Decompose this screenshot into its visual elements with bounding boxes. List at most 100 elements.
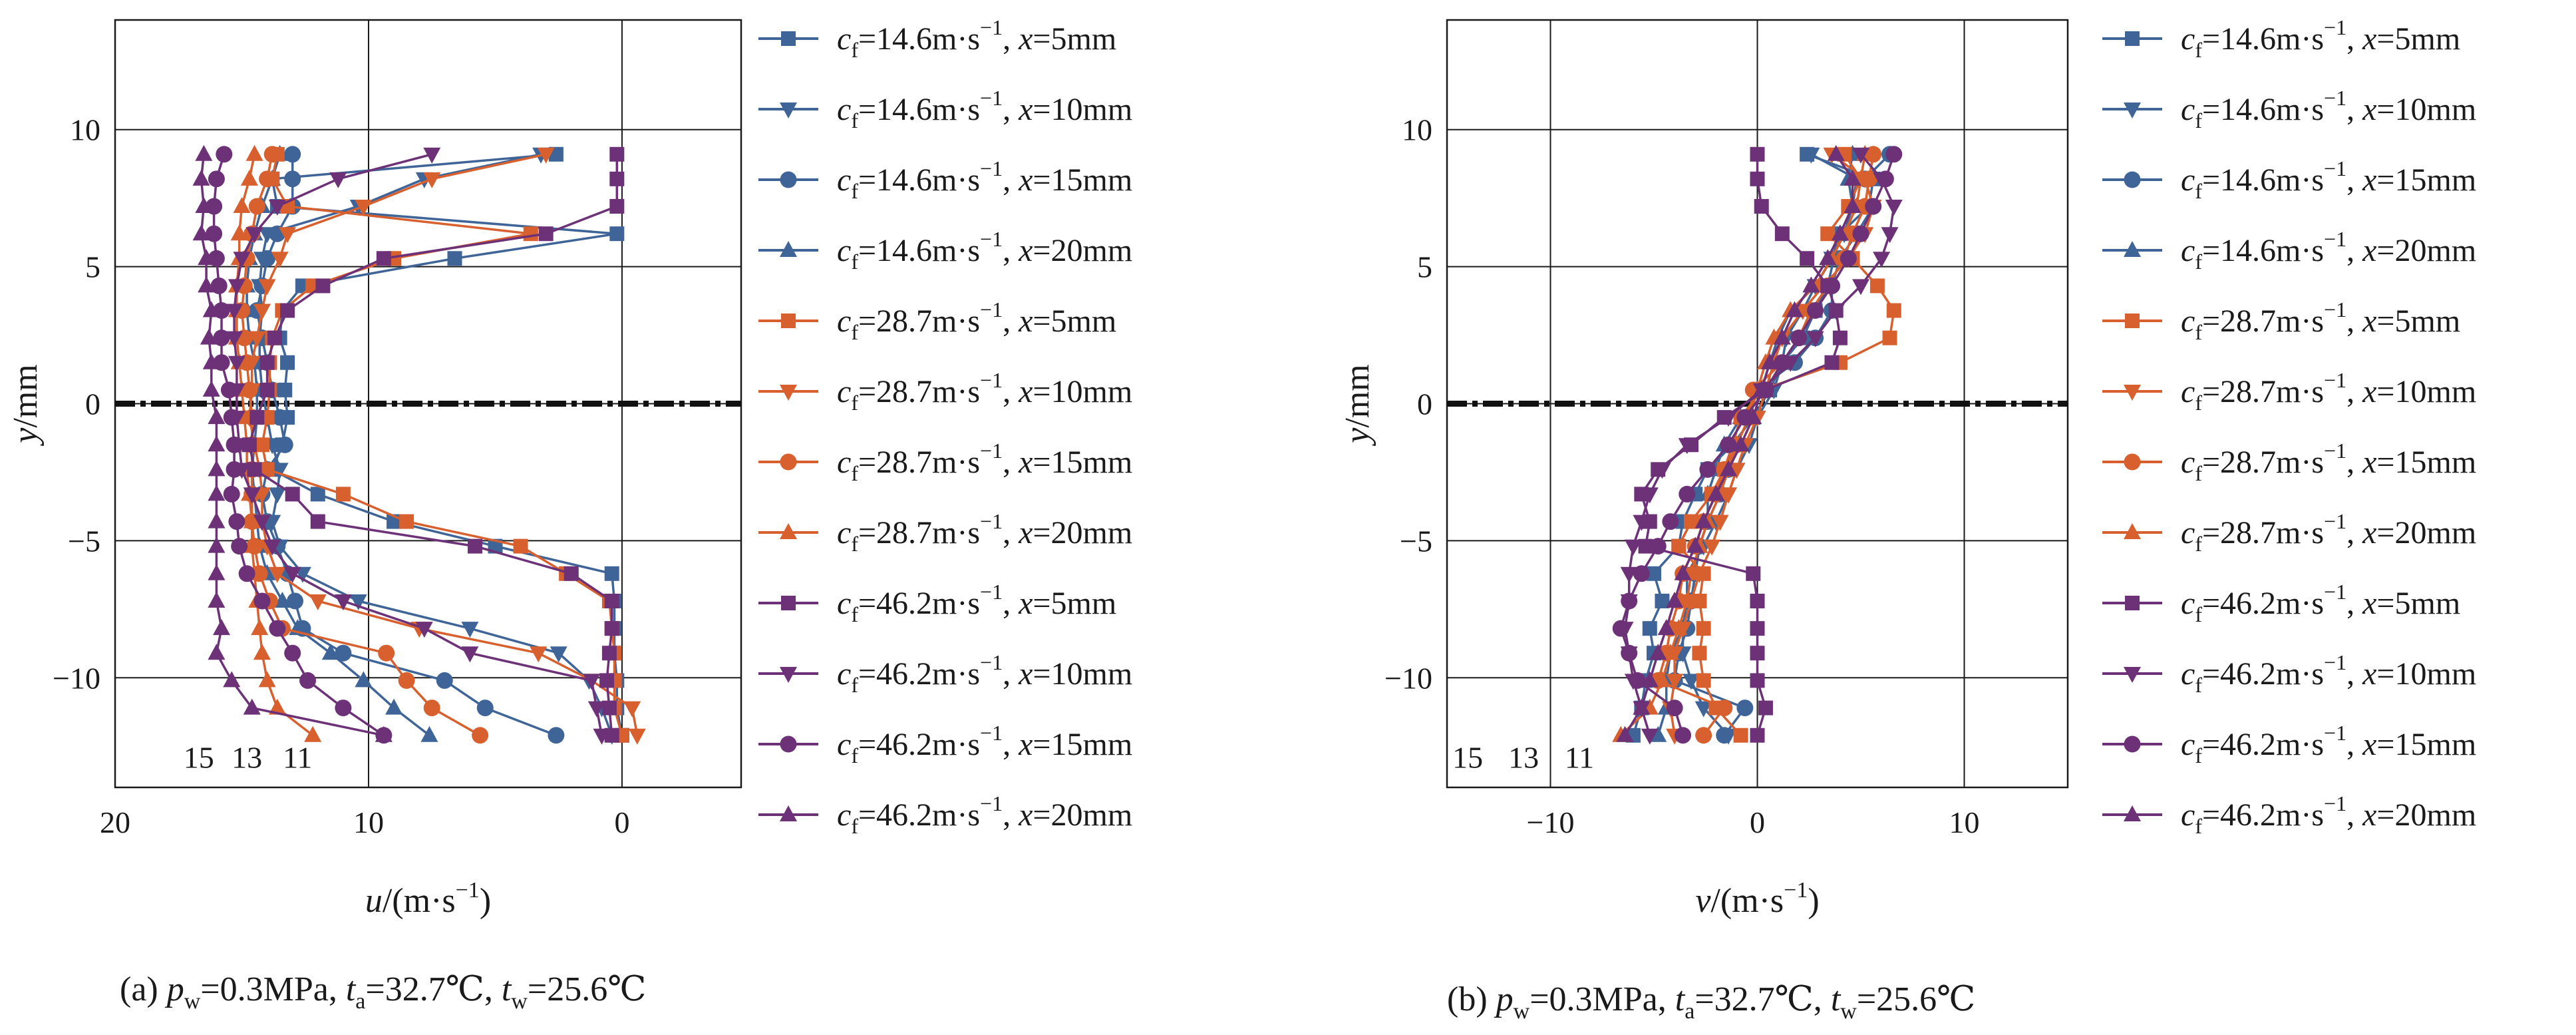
data-point bbox=[1823, 277, 1840, 294]
x-axis-label: u/(m·s−1) bbox=[365, 878, 491, 920]
legend: cf=14.6m·s−1, x=5mm cf=14.6m·s−1, x=10mm c… bbox=[758, 15, 1132, 838]
data-point bbox=[213, 619, 231, 636]
data-point bbox=[1674, 564, 1692, 580]
data-point bbox=[1633, 565, 1650, 582]
data-point bbox=[604, 621, 619, 636]
annotation-label: 15 bbox=[184, 741, 214, 775]
data-point bbox=[1820, 226, 1836, 242]
data-point bbox=[1806, 331, 1824, 347]
data-point bbox=[1629, 672, 1646, 689]
legend-item: cf=14.6m·s−1, x=20mm bbox=[758, 227, 1132, 274]
data-point bbox=[604, 566, 619, 581]
data-point bbox=[1690, 566, 1708, 583]
data-point bbox=[538, 226, 554, 242]
data-point bbox=[1670, 619, 1688, 636]
series-10 bbox=[1612, 146, 1903, 744]
data-point bbox=[461, 646, 479, 663]
data-point bbox=[208, 485, 226, 501]
legend-item: cf=46.2m·s−1, x=10mm bbox=[2102, 650, 2476, 697]
panel-caption: (b) pw=0.3MPa, ta=32.7℃, tw=25.6℃ bbox=[1447, 980, 1975, 1024]
legend-marker bbox=[781, 596, 796, 610]
data-point bbox=[329, 172, 347, 188]
data-point bbox=[583, 674, 601, 690]
data-point bbox=[1865, 198, 1882, 215]
y-tick-label: −5 bbox=[1400, 524, 1432, 558]
data-point bbox=[530, 646, 548, 663]
legend-marker bbox=[780, 385, 797, 401]
legend-label: cf=14.6m·s−1, x=10mm bbox=[837, 86, 1132, 132]
legend-marker bbox=[2124, 523, 2141, 539]
data-point bbox=[1666, 591, 1684, 608]
data-point bbox=[208, 512, 226, 528]
data-point bbox=[1642, 621, 1657, 636]
x-tick-label: 0 bbox=[614, 805, 629, 839]
y-axis-label: y/mm bbox=[7, 364, 45, 446]
data-point bbox=[231, 538, 248, 555]
data-point bbox=[321, 644, 339, 660]
data-point bbox=[1736, 700, 1754, 717]
y-tick-label: 5 bbox=[85, 250, 100, 284]
data-point bbox=[423, 700, 440, 717]
data-point bbox=[467, 538, 482, 554]
data-point bbox=[1744, 408, 1762, 425]
data-point bbox=[1852, 147, 1869, 164]
data-point bbox=[208, 408, 226, 425]
data-point bbox=[1666, 700, 1683, 717]
data-point bbox=[398, 672, 415, 689]
data-point bbox=[1750, 727, 1765, 743]
legend-item: cf=46.2m·s−1, x=15mm bbox=[2102, 721, 2476, 767]
data-point bbox=[243, 536, 261, 553]
legend-marker bbox=[2124, 453, 2141, 471]
data-point bbox=[349, 594, 367, 610]
legend-marker bbox=[780, 241, 797, 257]
data-point bbox=[423, 172, 441, 188]
data-point bbox=[1750, 673, 1765, 688]
data-point bbox=[228, 355, 245, 372]
data-point bbox=[1774, 354, 1791, 371]
annotation-label: 11 bbox=[283, 741, 312, 775]
legend-marker bbox=[2124, 241, 2141, 257]
data-point bbox=[1675, 727, 1692, 744]
legend-label: cf=14.6m·s−1, x=20mm bbox=[837, 227, 1132, 274]
data-point bbox=[245, 227, 263, 244]
data-point bbox=[1786, 301, 1804, 317]
series-1 bbox=[251, 147, 621, 745]
legend-marker bbox=[780, 805, 797, 821]
data-point bbox=[198, 276, 216, 293]
data-point bbox=[461, 622, 479, 638]
legend-label: cf=28.7m·s−1, x=5mm bbox=[2181, 298, 2460, 344]
legend-marker bbox=[780, 667, 797, 683]
legend-item: cf=46.2m·s−1, x=5mm bbox=[758, 580, 1116, 626]
data-point bbox=[1661, 644, 1679, 660]
data-point bbox=[1707, 485, 1725, 501]
data-point bbox=[284, 644, 301, 662]
x-axis-label: v/(m·s−1) bbox=[1695, 878, 1819, 920]
data-point bbox=[1616, 725, 1634, 742]
y-tick-label: 0 bbox=[85, 387, 100, 421]
data-point bbox=[1774, 226, 1790, 242]
data-point bbox=[248, 198, 265, 215]
data-point bbox=[243, 698, 261, 715]
data-point bbox=[1869, 278, 1885, 294]
data-point bbox=[268, 487, 286, 504]
y-tick-label: 10 bbox=[70, 113, 100, 147]
data-point bbox=[1733, 727, 1748, 743]
data-point bbox=[1683, 514, 1698, 529]
data-point bbox=[1696, 621, 1711, 636]
data-point bbox=[243, 487, 261, 504]
data-point bbox=[1678, 591, 1696, 608]
data-point bbox=[1719, 487, 1737, 504]
data-point bbox=[206, 225, 223, 242]
data-point bbox=[1633, 698, 1651, 715]
legend-marker bbox=[2124, 103, 2141, 118]
data-point bbox=[223, 671, 241, 688]
data-point bbox=[1773, 328, 1791, 345]
data-point bbox=[1703, 539, 1721, 556]
data-point bbox=[1638, 538, 1653, 554]
data-point bbox=[1840, 250, 1857, 267]
data-point bbox=[1750, 646, 1765, 661]
legend: cf=14.6m·s−1, x=5mm cf=14.6m·s−1, x=10mm c… bbox=[2102, 15, 2476, 838]
data-point bbox=[1844, 197, 1861, 214]
y-tick-label: 0 bbox=[1417, 387, 1432, 421]
